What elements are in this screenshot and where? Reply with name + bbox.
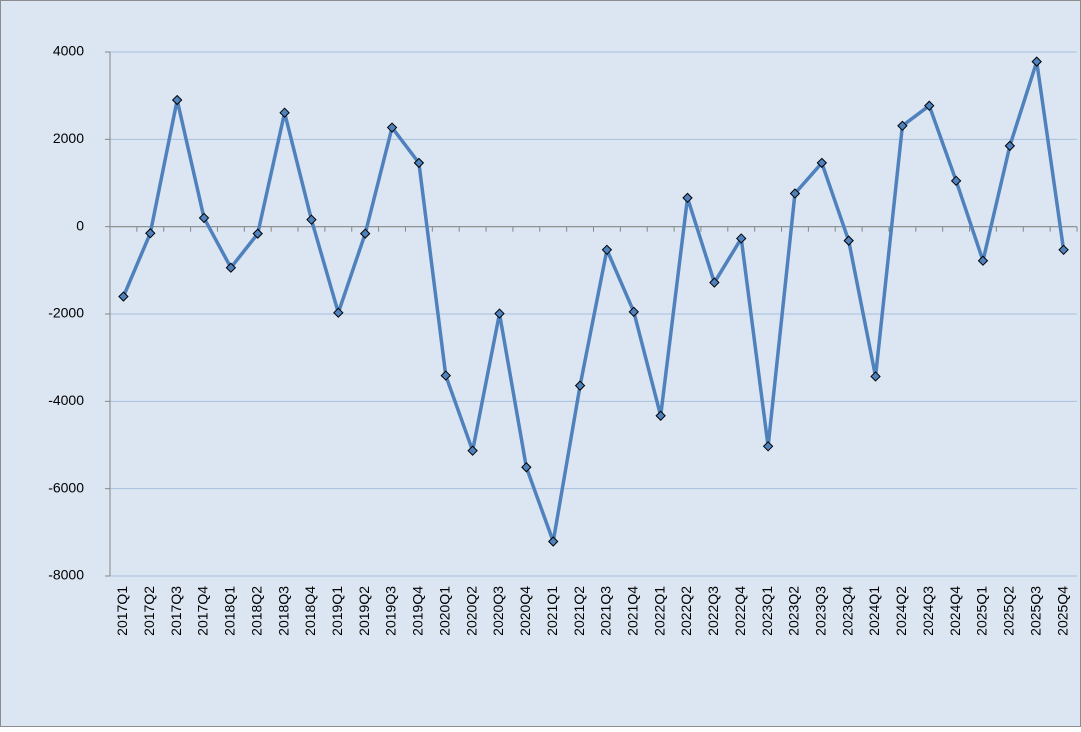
data-marker: [574, 380, 586, 391]
data-marker: [736, 233, 747, 244]
x-tick-label: 2017Q1: [114, 586, 130, 636]
data-marker: [145, 228, 156, 239]
x-tick-label: 2020Q3: [490, 586, 506, 636]
data-marker: [924, 100, 935, 111]
y-tick-label: -6000: [48, 479, 84, 495]
data-marker: [225, 262, 237, 273]
data-marker: [628, 306, 639, 318]
data-marker: [1004, 140, 1016, 152]
y-tick-label: -2000: [48, 305, 84, 321]
x-tick-label: 2017Q3: [168, 586, 184, 636]
x-tick-label: 2019Q3: [383, 586, 399, 636]
data-marker: [386, 122, 398, 133]
y-tick-label: 0: [76, 217, 84, 233]
x-tick-label: 2021Q4: [624, 586, 640, 636]
x-tick-label: 2021Q3: [598, 586, 614, 636]
x-tick-label: 2021Q2: [571, 586, 587, 636]
data-marker: [252, 228, 263, 239]
data-marker: [494, 308, 505, 319]
data-marker: [359, 228, 371, 239]
y-tick-label: -8000: [48, 567, 84, 583]
x-tick-label: 2025Q1: [974, 586, 990, 636]
data-marker: [333, 307, 344, 318]
data-marker: [601, 244, 613, 256]
x-tick-label: 2022Q1: [651, 586, 667, 636]
x-tick-label: 2024Q4: [947, 586, 963, 636]
x-tick-label: 2022Q3: [705, 586, 721, 636]
data-marker: [118, 291, 129, 302]
x-tick-label: 2019Q2: [356, 586, 372, 636]
data-marker: [762, 441, 774, 452]
data-marker: [870, 371, 881, 382]
data-marker: [977, 255, 989, 266]
x-tick-label: 2025Q4: [1054, 586, 1070, 636]
data-marker: [467, 445, 478, 456]
x-tick-label: 2018Q4: [302, 586, 318, 636]
x-tick-label: 2019Q4: [410, 586, 426, 636]
data-marker: [816, 157, 828, 169]
x-tick-label: 2022Q2: [678, 586, 694, 636]
data-marker: [198, 212, 210, 224]
data-marker: [1058, 244, 1069, 256]
x-tick-label: 2023Q3: [813, 586, 829, 636]
x-tick-label: 2018Q1: [222, 586, 238, 636]
y-tick-label: -4000: [48, 392, 84, 408]
data-marker: [843, 235, 854, 246]
data-marker: [655, 410, 666, 421]
data-marker: [1031, 56, 1042, 67]
x-tick-label: 2022Q4: [732, 586, 748, 636]
data-marker: [521, 462, 532, 473]
x-tick-label: 2024Q3: [920, 586, 936, 636]
x-tick-label: 2018Q2: [248, 586, 264, 636]
data-marker: [548, 536, 559, 547]
x-tick-label: 2023Q1: [759, 586, 775, 636]
x-tick-label: 2023Q2: [786, 586, 802, 636]
y-tick-label: 2000: [53, 130, 84, 146]
x-tick-label: 2019Q1: [329, 586, 345, 636]
data-marker: [950, 175, 962, 187]
data-marker: [306, 214, 317, 225]
x-tick-label: 2025Q3: [1027, 586, 1043, 636]
x-tick-label: 2018Q3: [275, 586, 291, 636]
x-tick-label: 2023Q4: [839, 586, 855, 636]
y-tick-label: 4000: [53, 43, 84, 59]
x-tick-label: 2021Q1: [544, 586, 560, 636]
x-tick-label: 2017Q4: [195, 586, 211, 636]
x-tick-label: 2025Q2: [1001, 586, 1017, 636]
data-marker: [682, 192, 693, 204]
data-line: [121, 59, 1066, 544]
data-marker: [413, 157, 425, 169]
x-tick-label: 2024Q2: [893, 586, 909, 636]
data-marker: [279, 107, 290, 118]
data-marker: [171, 94, 183, 106]
data-marker: [709, 277, 720, 288]
data-marker: [789, 188, 801, 199]
x-tick-label: 2020Q4: [517, 586, 533, 636]
x-tick-label: 2020Q1: [436, 586, 452, 636]
x-tick-label: 2020Q2: [463, 586, 479, 636]
x-tick-label: 2017Q2: [141, 586, 157, 636]
x-tick-label: 2024Q1: [866, 586, 882, 636]
data-marker: [440, 370, 451, 381]
data-marker: [897, 120, 908, 132]
